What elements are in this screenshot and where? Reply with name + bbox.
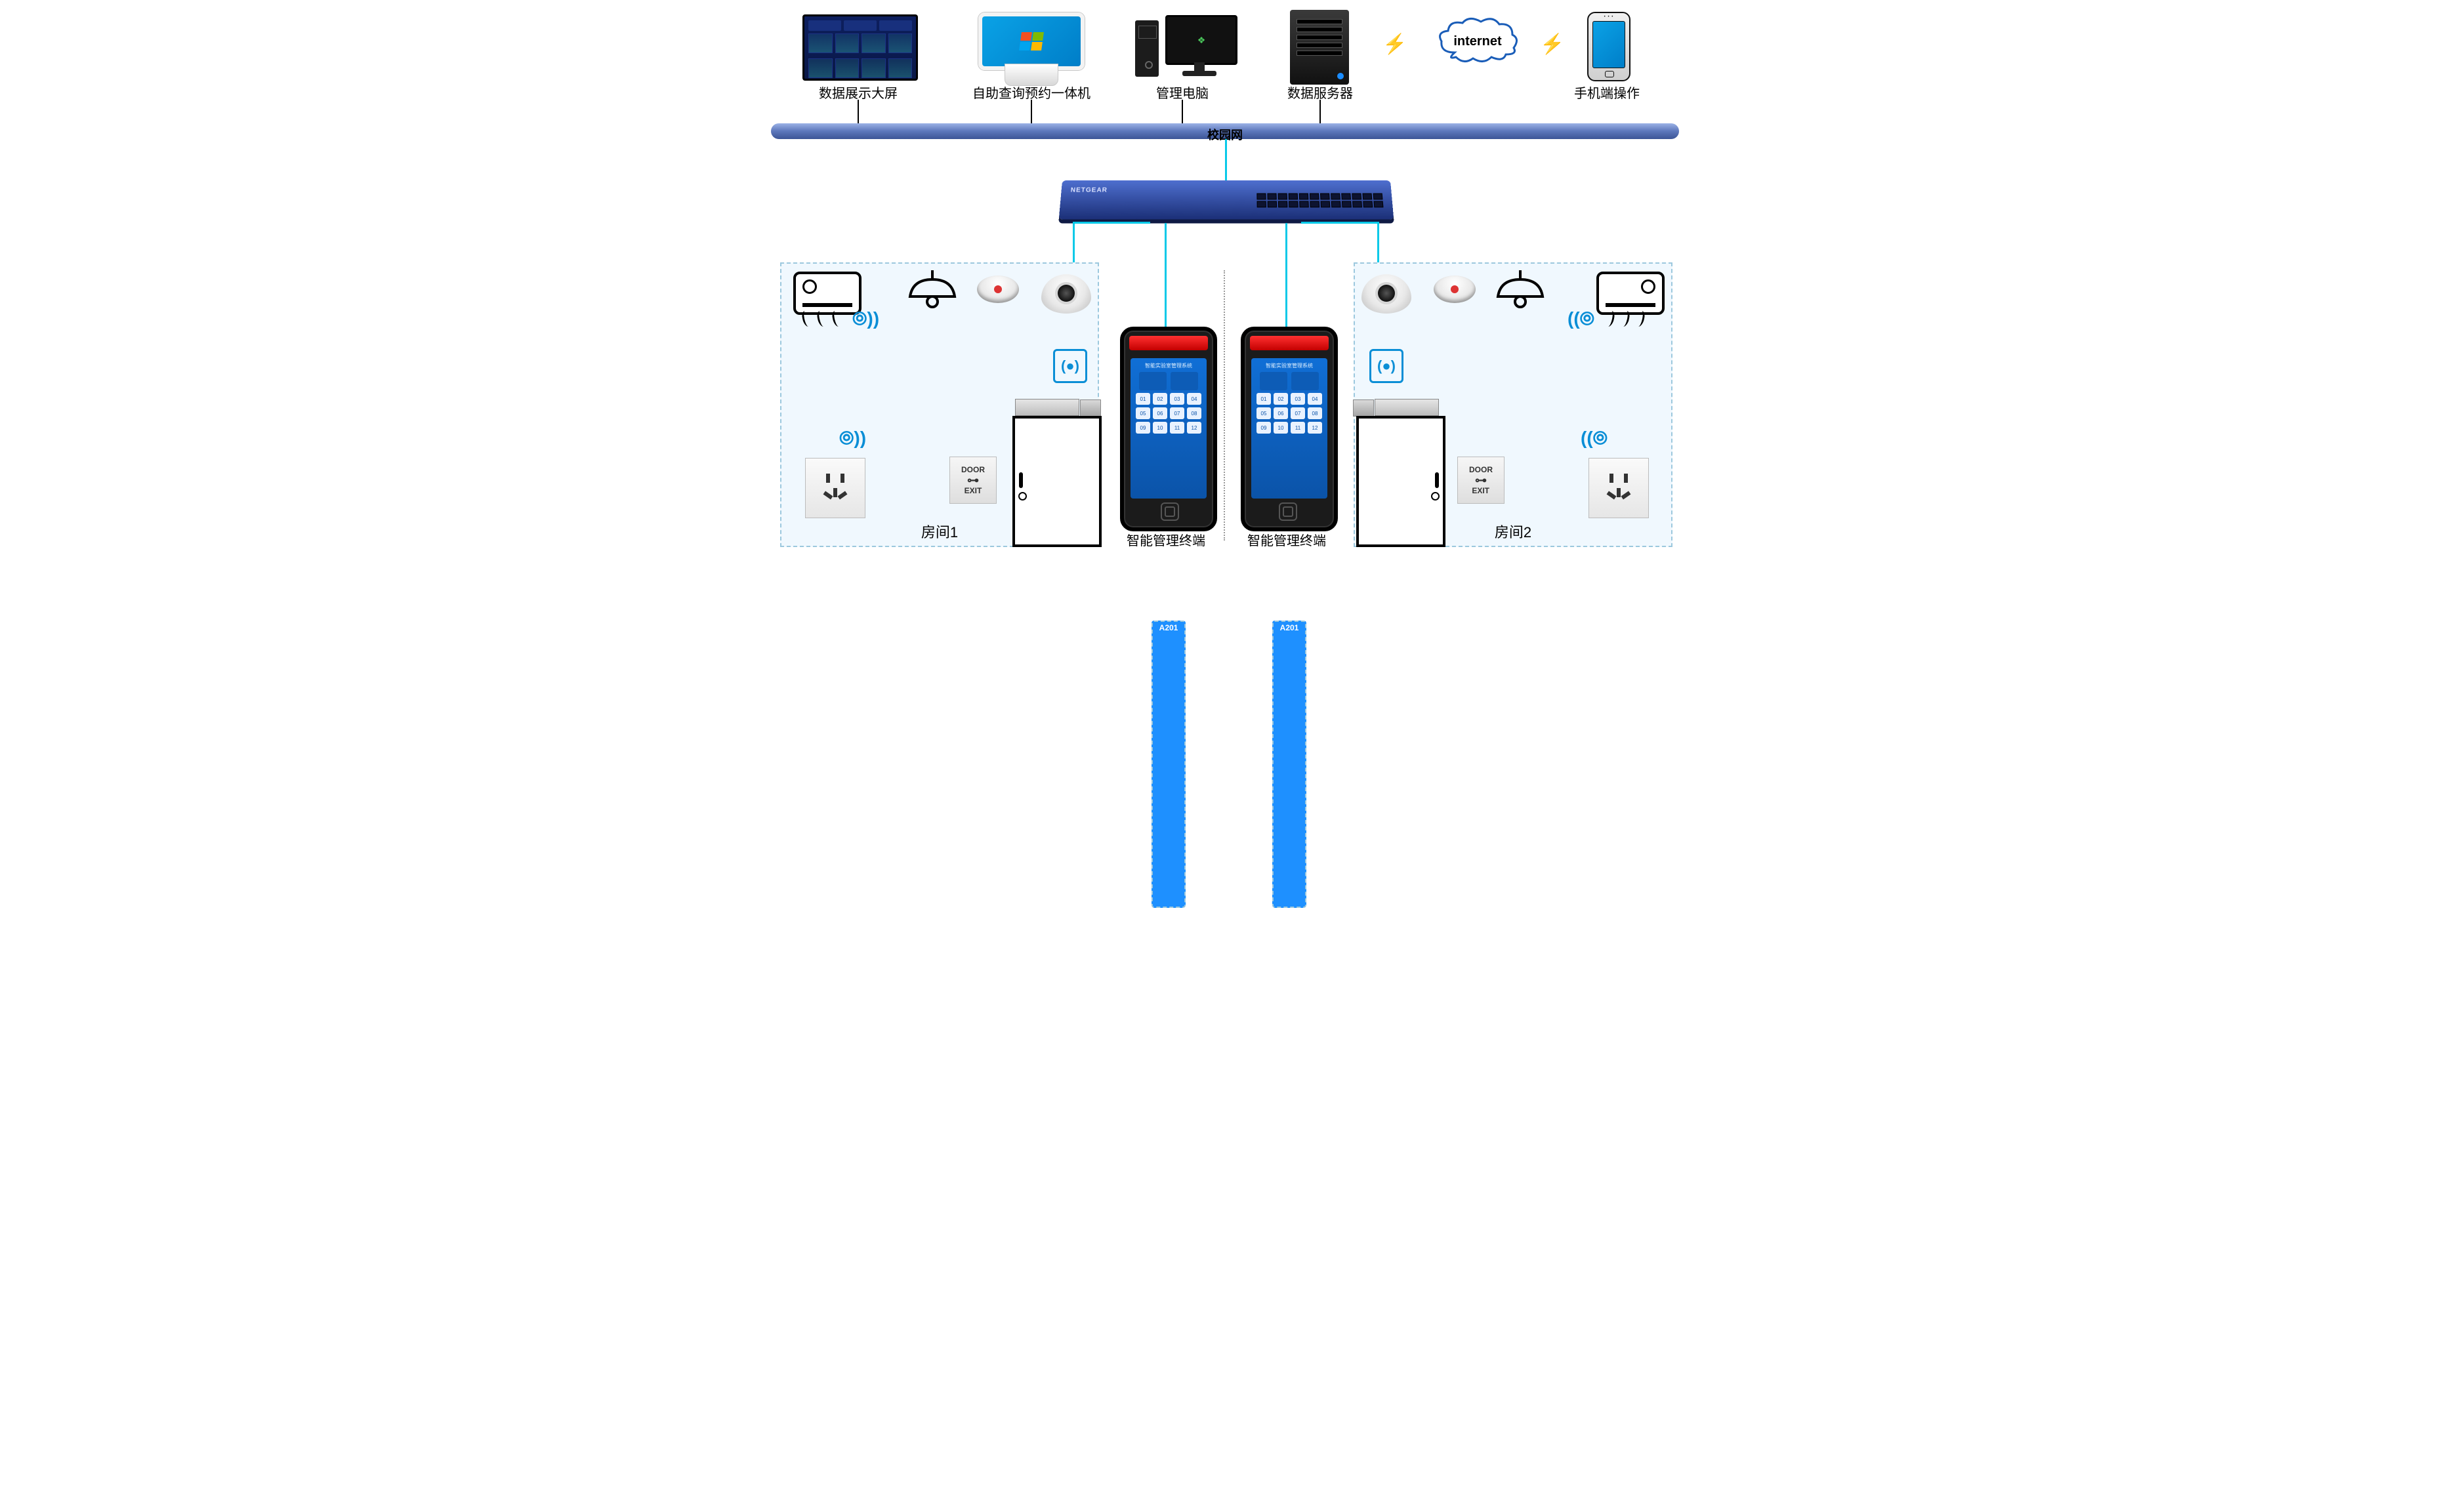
terminal-title: 智能实验室管理系统 [1266,362,1313,369]
center-divider [1224,270,1225,541]
cyan-connector [1301,222,1379,224]
kiosk [978,12,1077,78]
terminal-indicator [1250,336,1329,350]
door-exit-button: DOOR ⊶ EXIT [949,457,997,504]
terminal-screen: 智能实验室管理系统 A201 010203040506070809101112 [1251,358,1327,499]
room-2: ((⦾ (●) DOOR ⊶ EXIT ((⦾ 房间2 [1354,262,1672,547]
key-icon: ⊶ [967,474,979,486]
power-socket-icon [1588,458,1649,518]
magnetic-lock-icon [1015,399,1079,416]
door-exit-button: DOOR ⊶ EXIT [1457,457,1505,504]
wifi-icon: ⦾)) [839,428,866,449]
server-label: 数据服务器 [1277,83,1363,102]
terminal-seat-grid: 010203040506070809101112 [1136,393,1201,434]
kiosk-label: 自助查询预约一体机 [963,83,1100,102]
terminal-room: A201 [1272,621,1307,908]
mobile-phone: • • • [1587,12,1630,81]
smart-terminal: 智能实验室管理系统 A201 010203040506070809101112 [1241,327,1338,531]
exit-line1: DOOR [961,465,985,474]
wifi-icon: ((⦾ [1568,308,1594,330]
terminal-title: 智能实验室管理系统 [1145,362,1192,369]
room2-label: 房间2 [1355,521,1671,542]
terminal-screen: 智能实验室管理系统 A201 010203040506070809101112 [1131,358,1207,499]
network-switch: NETGEAR [1059,180,1394,219]
terminal-room: A201 [1152,621,1186,908]
smoke-detector-icon [977,276,1019,303]
terminal-seat-grid: 010203040506070809101112 [1256,393,1322,434]
data-server [1290,10,1349,85]
exit-line2: EXIT [1472,486,1490,495]
room-1: ⦾)) (●) DOOR ⊶ EXIT ⦾)) [780,262,1099,547]
terminal-label: 智能管理终端 [1228,530,1346,549]
internet-cloud: internet [1435,16,1520,66]
smart-terminal: 智能实验室管理系统 A201 010203040506070809101112 [1120,327,1217,531]
lightning-icon: ⚡ [1540,33,1564,56]
phone-label: 手机端操作 [1568,83,1646,102]
magnetic-lock-icon [1375,399,1439,416]
key-icon: ⊶ [1475,474,1487,486]
air-conditioner-icon [1596,272,1665,315]
room1-label: 房间1 [781,521,1098,542]
lightning-icon: ⚡ [1382,33,1407,56]
power-socket-icon [805,458,865,518]
cyan-connector [1225,139,1227,181]
smoke-detector-icon [1434,276,1476,303]
rfid-reader-icon: (●) [1369,349,1403,383]
air-conditioner-icon [793,272,862,315]
dome-camera-icon [1361,274,1411,314]
nfc-reader-icon [1161,502,1179,521]
lamp-icon [903,270,961,319]
wifi-icon: ⦾)) [852,308,879,330]
switch-ports-icon [1256,194,1383,208]
lamp-icon [1491,270,1549,319]
phone-screen-icon [1592,21,1625,68]
dashboard-screen [802,14,918,81]
connector [1182,100,1183,125]
connector [858,100,859,125]
windows-icon [1019,32,1044,51]
connector [1319,100,1321,125]
exit-line2: EXIT [965,486,982,495]
connector [1031,100,1032,125]
terminal-indicator [1129,336,1208,350]
pc-label: 管理电脑 [1133,83,1232,102]
cloud-text: internet [1453,34,1502,49]
terminal-label: 智能管理终端 [1107,530,1225,549]
cyan-connector [1073,222,1150,224]
management-pc: ❖ [1135,15,1234,77]
switch-brand: NETGEAR [1070,187,1108,194]
dome-camera-icon [1041,274,1091,314]
cyan-connector [1165,223,1167,328]
kiosk-screen [978,12,1085,70]
nfc-reader-icon [1279,502,1297,521]
rfid-reader-icon: (●) [1053,349,1087,383]
exit-line1: DOOR [1469,465,1493,474]
wifi-icon: ((⦾ [1581,428,1608,449]
pc-tower-icon [1135,20,1159,77]
dashboard-label: 数据展示大屏 [802,83,914,102]
pc-monitor-icon: ❖ [1165,15,1237,65]
cyan-connector [1285,223,1287,328]
